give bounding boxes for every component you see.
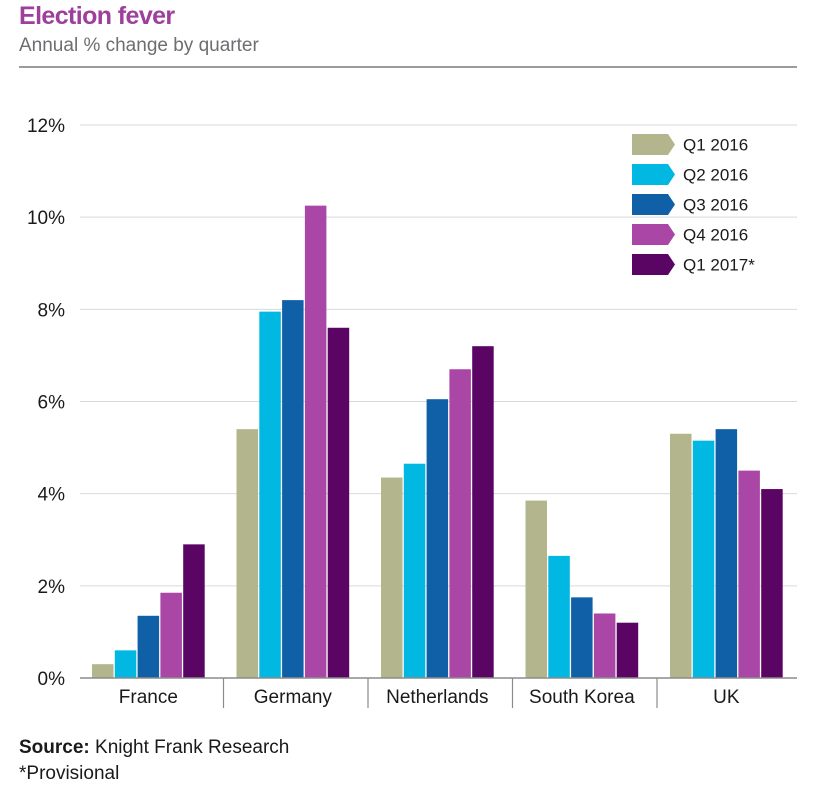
bar (571, 597, 593, 678)
bar (137, 615, 160, 678)
x-tick-label: UK (713, 687, 740, 708)
source-label: Source: (19, 737, 90, 758)
x-axis: France Germany Netherlands South Korea UK (80, 677, 797, 708)
bar (327, 327, 350, 678)
bar (449, 369, 471, 678)
x-tick-label: Netherlands (386, 687, 488, 708)
legend-label: Q3 2016 (683, 196, 748, 215)
bar (593, 613, 616, 678)
y-tick-label: 10% (27, 208, 65, 229)
legend-swatch (632, 194, 675, 215)
bar (259, 311, 281, 678)
legend-swatch (632, 134, 675, 155)
source-note: Source: Knight Frank Research (19, 737, 289, 759)
bar (761, 489, 783, 678)
bar (160, 592, 182, 678)
legend: Q1 2016 Q2 2016 Q3 2016 Q4 2016 Q1 2017* (632, 134, 755, 275)
y-tick-label: 8% (38, 300, 66, 321)
bar (381, 477, 403, 678)
y-tick-label: 12% (27, 116, 65, 137)
bar (403, 463, 426, 678)
bars (92, 205, 783, 679)
bar (183, 544, 205, 678)
legend-swatch (632, 224, 675, 245)
bar (616, 622, 639, 678)
y-tick-label: 2% (38, 577, 66, 598)
x-tick-label: France (119, 687, 178, 708)
bar (472, 346, 494, 678)
legend-swatch (632, 254, 675, 275)
legend-label: Q1 2017* (683, 256, 755, 275)
y-tick-label: 4% (38, 485, 66, 506)
x-tick-label: South Korea (529, 687, 635, 708)
legend-label: Q1 2016 (683, 136, 748, 155)
bar (282, 300, 304, 678)
chart-subtitle: Annual % change by quarter (19, 35, 259, 56)
bar (304, 205, 327, 679)
legend-swatch (632, 164, 675, 185)
bar (426, 399, 449, 678)
legend-label: Q4 2016 (683, 226, 748, 245)
x-tick-label: Germany (254, 687, 333, 708)
bar (114, 650, 137, 678)
bar (92, 664, 114, 678)
bar (548, 555, 570, 678)
title-divider (19, 66, 797, 68)
bar (670, 433, 692, 678)
y-tick-label: 0% (38, 669, 66, 690)
y-tick-label: 6% (38, 393, 66, 414)
legend-label: Q2 2016 (683, 166, 748, 185)
bar (738, 470, 760, 678)
y-axis-labels: 0% 2% 4% 6% 8% 10% 12% (27, 116, 65, 690)
bar (525, 500, 547, 678)
bar (715, 429, 738, 678)
bar (692, 440, 715, 678)
footnote: *Provisional (19, 763, 120, 784)
source-text: Knight Frank Research (95, 737, 290, 758)
bar (236, 429, 258, 678)
chart-title: Election fever (19, 2, 175, 30)
